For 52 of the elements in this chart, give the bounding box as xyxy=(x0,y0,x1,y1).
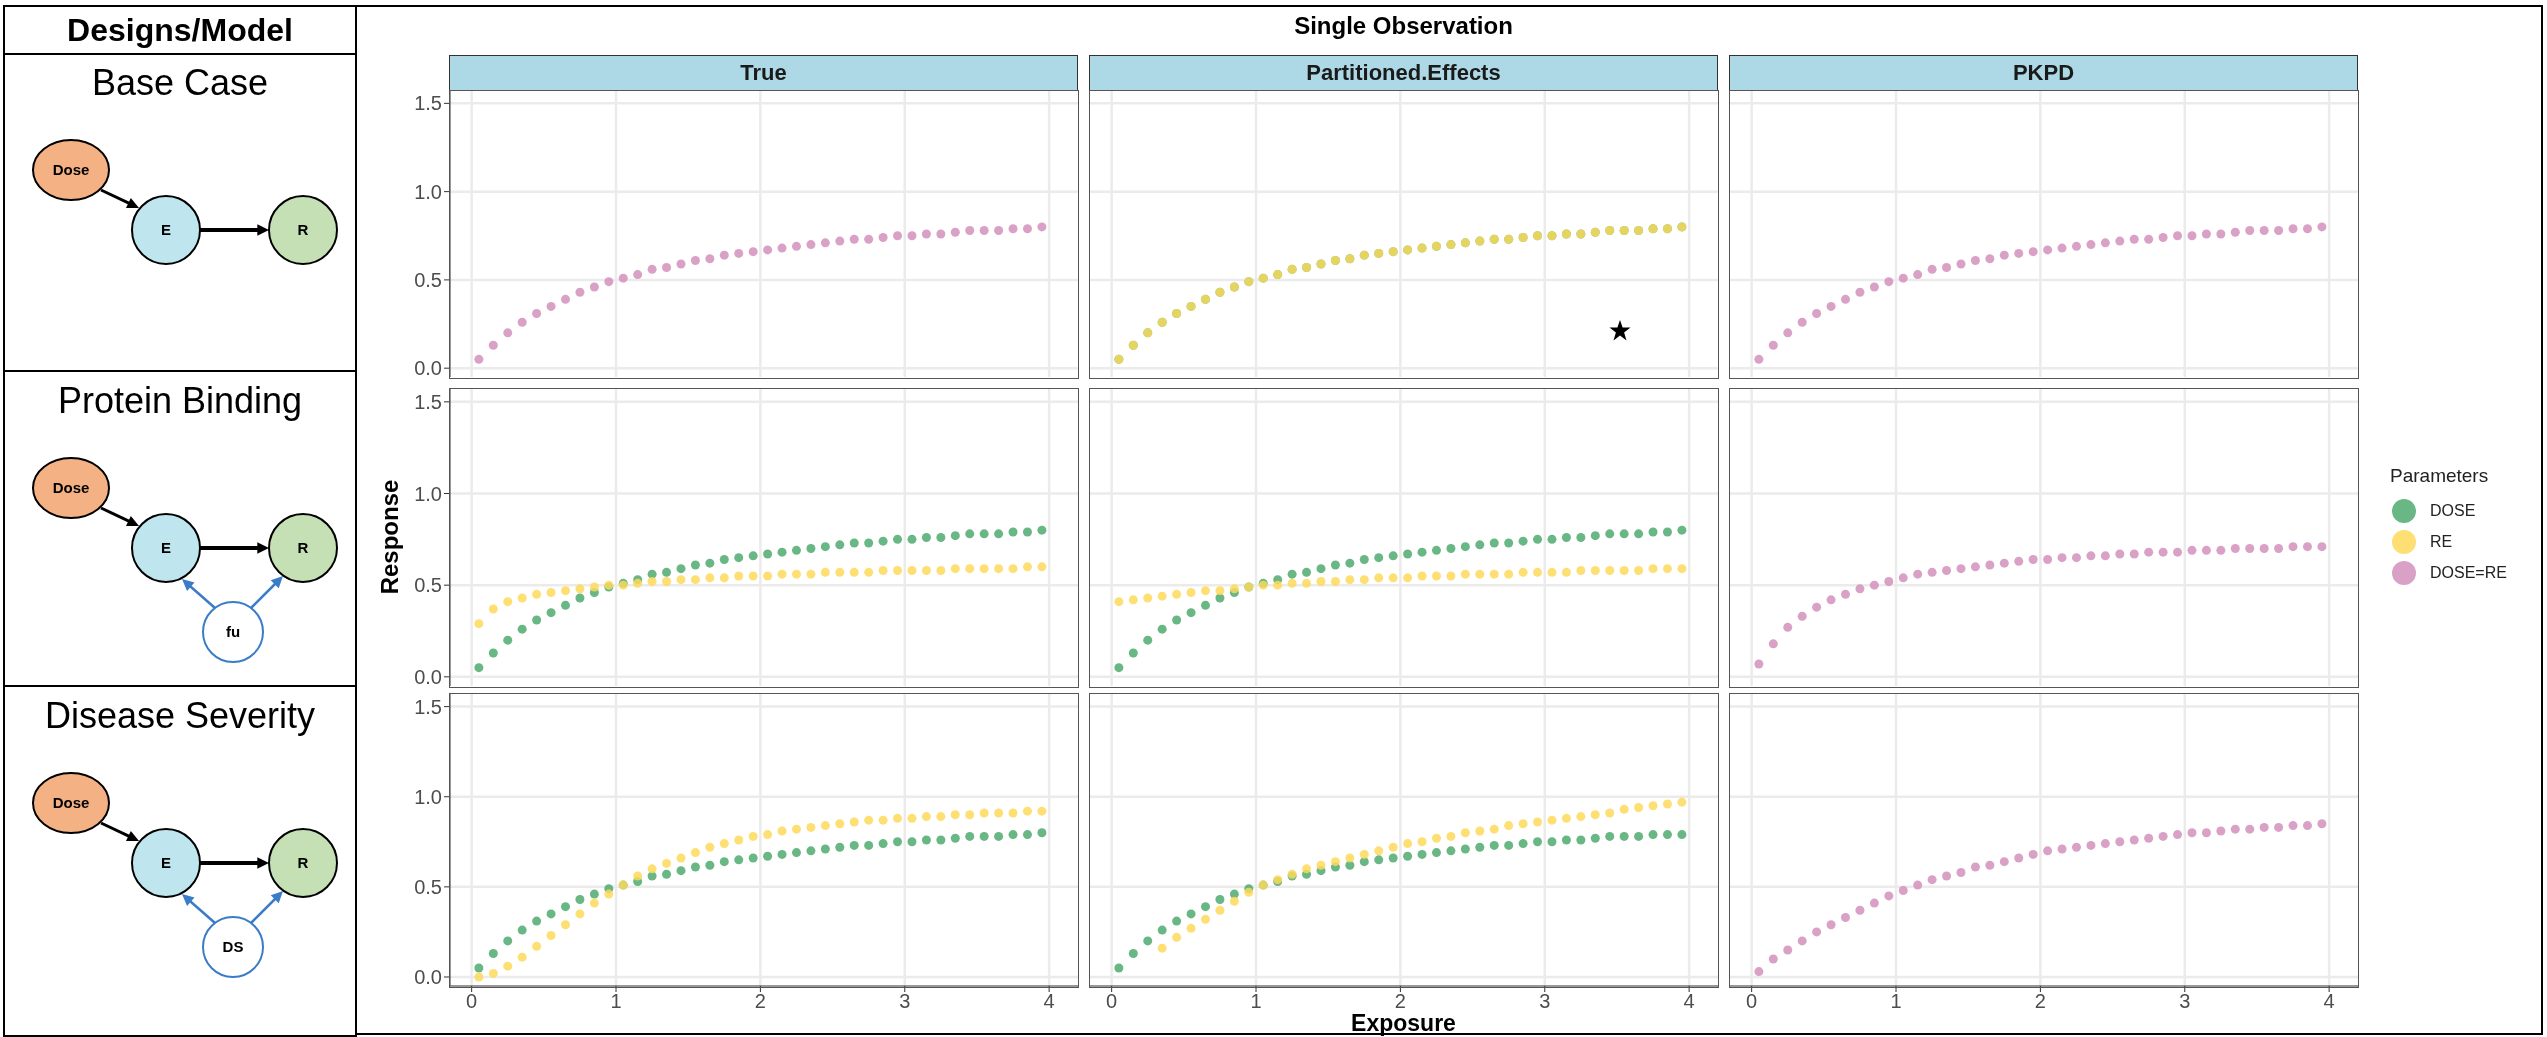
text: Single Observation xyxy=(1293,12,1514,40)
x-tick-label: 0 xyxy=(466,990,478,1013)
y-tick-label: 0.5 xyxy=(414,574,442,597)
y-tick-label: 1.0 xyxy=(414,482,442,505)
x-tick-label: 2 xyxy=(754,990,766,1013)
x-tick-label: 0 xyxy=(1746,990,1758,1013)
x-tick-label: 1 xyxy=(610,990,622,1013)
category-label: Base Case xyxy=(90,62,270,104)
x-tick-label: 3 xyxy=(1539,990,1551,1013)
x-tick-label: 2 xyxy=(1394,990,1406,1013)
text: E xyxy=(160,221,172,238)
y-tick-label: 0.0 xyxy=(414,665,442,688)
x-tick-label: 1 xyxy=(1250,990,1262,1013)
text: DS xyxy=(222,938,244,955)
y-tick-label: 1.0 xyxy=(414,785,442,808)
y-tick-label: 1.5 xyxy=(414,390,442,413)
legend-label: RE xyxy=(2430,532,2453,551)
legend-label: DOSE=RE xyxy=(2430,563,2507,582)
y-tick-label: 1.0 xyxy=(414,180,442,203)
x-tick-label: 4 xyxy=(1043,990,1055,1013)
x-tick-label: 4 xyxy=(2323,990,2335,1013)
y-tick-label: 0.5 xyxy=(414,269,442,291)
text: R xyxy=(297,221,309,238)
text: fu xyxy=(225,623,241,640)
y-tick-label: 0.0 xyxy=(414,966,442,989)
text: Dose xyxy=(52,479,90,496)
legend-label: DOSE xyxy=(2430,501,2476,520)
category-label: Disease Severity xyxy=(43,695,317,737)
y-tick-label: 0.5 xyxy=(414,875,442,898)
text: R xyxy=(297,854,309,871)
chart-title: PKPD xyxy=(1729,55,2358,91)
chart-title: True xyxy=(449,55,1078,91)
text: Dose xyxy=(52,794,90,811)
y-axis-title: Response xyxy=(376,478,404,596)
text: R xyxy=(297,539,309,556)
x-axis-title: Exposure xyxy=(1351,1010,1456,1036)
x-tick-label: 4 xyxy=(1683,990,1695,1013)
text: Dose xyxy=(52,161,90,178)
y-tick-label: 1.5 xyxy=(414,92,442,115)
legend-title: Parameters xyxy=(2390,465,2490,487)
category-label: Protein Binding xyxy=(56,380,304,422)
y-tick-label: 1.5 xyxy=(414,695,442,718)
text: E xyxy=(160,539,172,556)
text: Designs/Model xyxy=(3,5,357,55)
chart-title: Partitioned.Effects xyxy=(1089,55,1718,91)
text: E xyxy=(160,854,172,871)
x-tick-label: 2 xyxy=(2034,990,2046,1013)
x-tick-label: 0 xyxy=(1106,990,1118,1013)
x-tick-label: 3 xyxy=(899,990,911,1013)
y-tick-label: 0.0 xyxy=(414,357,442,380)
x-tick-label: 1 xyxy=(1890,990,1902,1013)
x-tick-label: 3 xyxy=(2179,990,2191,1013)
